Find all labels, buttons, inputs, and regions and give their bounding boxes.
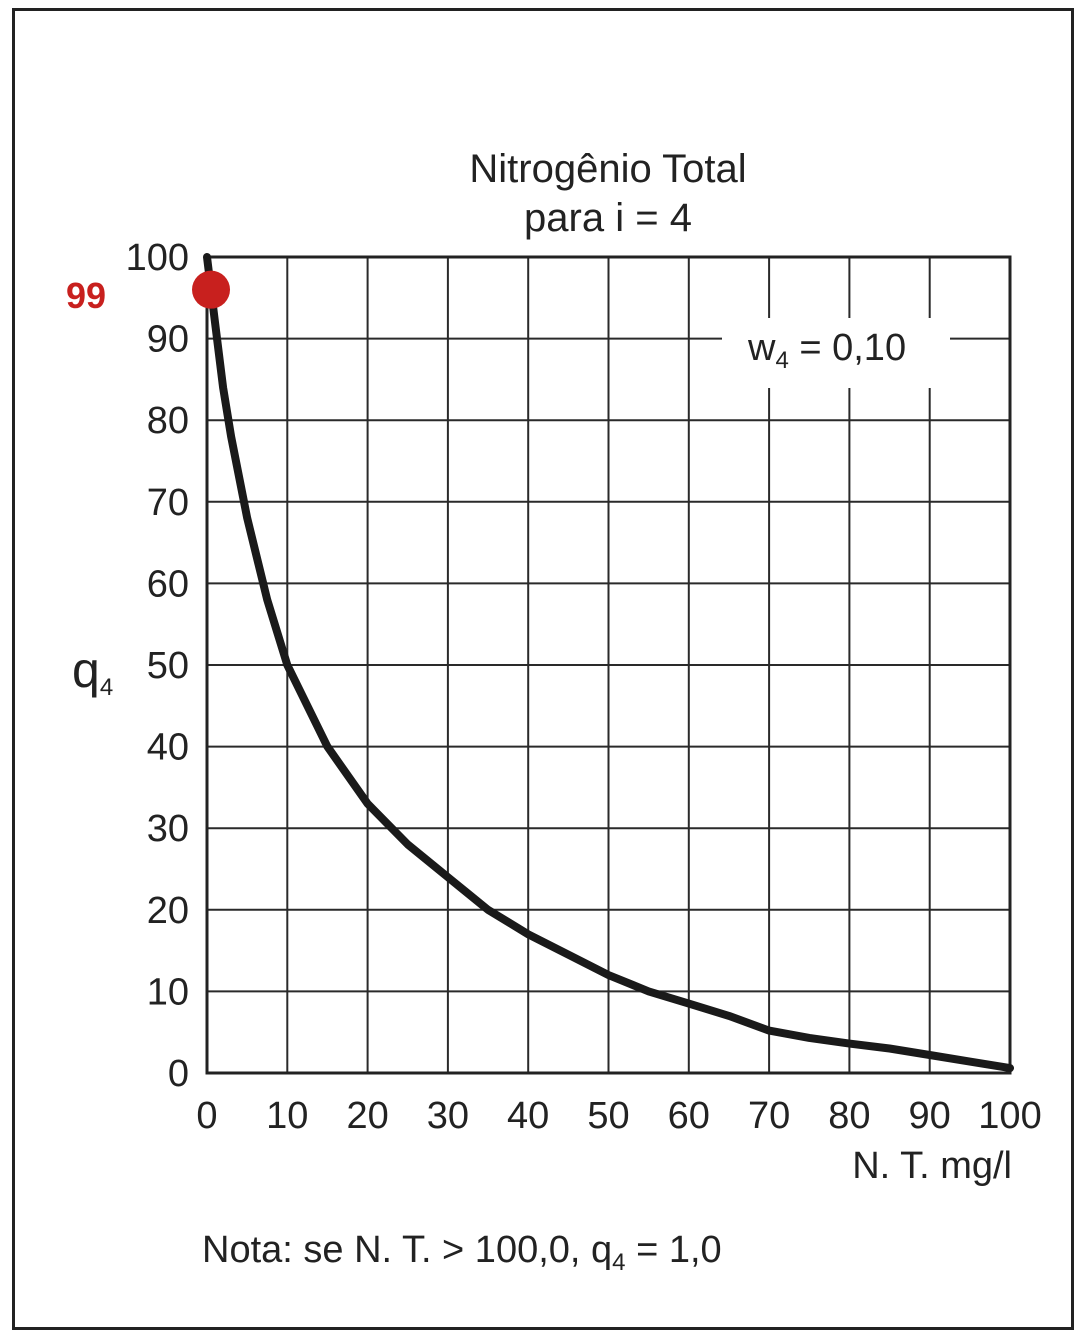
y-tick-label: 30 (147, 808, 189, 850)
plot-border (205, 255, 1012, 1075)
x-tick-label: 50 (587, 1095, 629, 1137)
x-tick-label: 40 (507, 1095, 549, 1137)
y-tick-label: 80 (147, 400, 189, 442)
x-axis-label: N. T. mg/l (852, 1145, 1012, 1187)
x-tick-labels: 0 10 20 30 40 50 60 70 80 90 100 (196, 1095, 1041, 1137)
weight-annotation: w4 = 0,10 (747, 327, 906, 374)
x-tick-label: 0 (196, 1095, 217, 1137)
footnote: Nota: se N. T. > 100,0, q4 = 1,0 (202, 1229, 722, 1276)
highlight-label: 99 (66, 275, 106, 316)
chart-title-line1: Nitrogênio Total (469, 147, 746, 191)
y-tick-label: 100 (126, 237, 189, 279)
y-tick-labels: 0 10 20 30 40 50 60 70 80 90 100 (126, 237, 189, 1095)
x-tick-label: 60 (668, 1095, 710, 1137)
weight-annotation-bg (722, 318, 950, 388)
y-tick-label: 20 (147, 890, 189, 932)
y-tick-label: 60 (147, 563, 189, 605)
x-tick-label: 10 (266, 1095, 308, 1137)
x-tick-label: 80 (828, 1095, 870, 1137)
chart-frame (12, 8, 1074, 1330)
x-tick-label: 30 (427, 1095, 469, 1137)
y-tick-label: 10 (147, 971, 189, 1013)
chart-title-line2: para i = 4 (524, 196, 692, 240)
grid (205, 255, 1012, 1075)
x-tick-label: 20 (346, 1095, 388, 1137)
y-tick-label: 40 (147, 727, 189, 769)
y-tick-label: 0 (168, 1053, 189, 1095)
y-tick-label: 70 (147, 482, 189, 524)
x-tick-label: 90 (909, 1095, 951, 1137)
y-axis-label: q4 (72, 642, 113, 701)
series-line (203, 253, 1014, 1073)
x-tick-label: 70 (748, 1095, 790, 1137)
y-tick-label: 90 (147, 319, 189, 361)
x-tick-label: 100 (978, 1095, 1041, 1137)
y-tick-label: 50 (147, 645, 189, 687)
highlight-point (192, 270, 231, 309)
